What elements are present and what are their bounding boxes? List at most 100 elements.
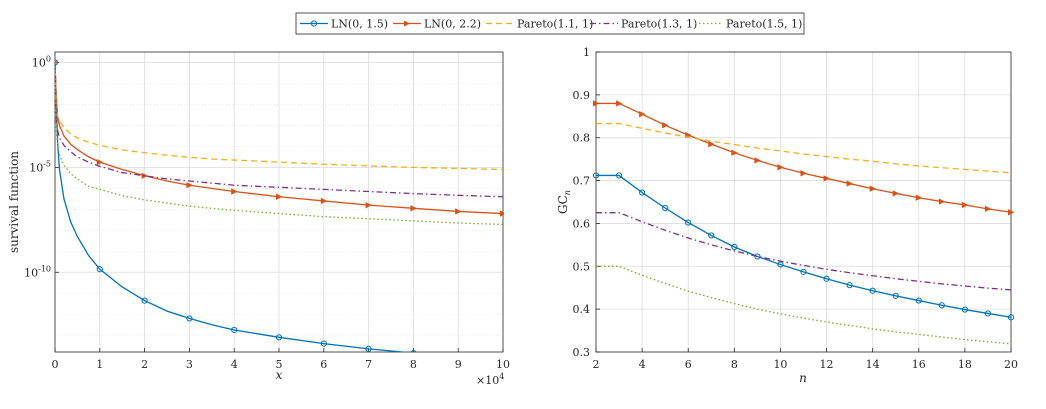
right-point-ln-0-1-5 [823, 275, 830, 282]
right-axes-box [595, 51, 1012, 353]
right-point-ln-0-2-2 [754, 157, 761, 164]
left-x-tick-label: 5 [276, 358, 283, 371]
right-y-tick-label: 0.4 [573, 303, 591, 316]
right-x-ticks: 2 4 6 8 10 12 14 16 18 20 [593, 348, 1018, 371]
left-x-tick-label: 8 [410, 358, 417, 371]
left-y-ticks: 100 10-5 10-10 [24, 54, 59, 279]
right-chart: 2 4 6 8 10 12 14 16 18 20 0.30.40.50.60.70.80.91 … [556, 46, 1018, 385]
right-y-tick-label: 1 [583, 46, 590, 59]
left-point-ln-0-2-2 [320, 197, 328, 205]
right-point-ln-0-1-5 [777, 261, 784, 268]
right-point-ln-0-2-2 [892, 190, 900, 197]
left-point-ln-0-2-2 [231, 188, 238, 195]
right-point-ln-0-2-2 [846, 180, 854, 187]
right-series-ln-0-1-5 [596, 174, 1012, 318]
right-point-ln-0-2-2 [984, 205, 992, 213]
right-x-tick-label: 12 [820, 358, 834, 371]
legend-label-ln-1-5: LN(0, 1.5) [331, 18, 388, 31]
left-y-tick-label: 10-5 [29, 159, 51, 174]
right-point-ln-0-1-5 [961, 306, 968, 313]
right-series-pareto-1-3-1 [596, 212, 1012, 291]
left-y-tick-label: 10-10 [24, 264, 51, 279]
right-point-ln-0-1-5 [892, 292, 899, 299]
right-point-ln-0-2-2 [708, 140, 715, 148]
left-x-tick-label: 2 [141, 358, 148, 371]
right-point-ln-0-2-2 [800, 170, 807, 177]
right-series [592, 100, 1015, 345]
right-point-ln-0-1-5 [1007, 314, 1015, 321]
right-y-tick-label: 0.7 [573, 175, 591, 188]
right-x-tick-label: 2 [593, 358, 600, 371]
left-x-ticks: 0 1 2 3 4 5 6 7 8 9 10 [52, 348, 510, 371]
right-point-ln-0-2-2 [869, 185, 877, 192]
right-series-pareto-1-1-1 [596, 122, 1012, 174]
right-point-ln-0-2-2 [938, 198, 946, 205]
right-y-tick-label: 0.9 [573, 89, 591, 102]
left-point-ln-0-2-2 [276, 193, 283, 200]
right-x-tick-label: 10 [773, 358, 787, 371]
left-grid [55, 52, 503, 352]
right-point-ln-0-1-5 [662, 204, 669, 212]
right-point-ln-0-1-5 [615, 172, 623, 179]
left-x-tick-label: 3 [186, 358, 193, 371]
right-x-axis-label: n [799, 371, 807, 385]
right-point-ln-0-2-2 [823, 175, 830, 182]
left-point-ln-0-1-5 [141, 297, 148, 304]
left-x-multiplier: ×104 [476, 372, 504, 387]
right-x-tick-label: 20 [1004, 358, 1018, 371]
legend-item-pareto-1-5: Pareto(1.5, 1) [695, 18, 802, 31]
right-x-tick-label: 14 [866, 358, 880, 371]
left-x-tick-label: 10 [496, 358, 510, 371]
right-x-tick-label: 8 [731, 358, 738, 371]
right-point-ln-0-1-5 [800, 268, 807, 275]
right-point-ln-0-1-5 [915, 297, 922, 304]
left-series [55, 59, 504, 352]
right-point-ln-0-1-5 [685, 219, 692, 226]
left-point-ln-0-1-5 [186, 315, 193, 322]
legend-marker-ln-2-2 [404, 20, 410, 27]
left-x-tick-label: 7 [365, 358, 372, 371]
right-point-ln-0-1-5 [708, 232, 715, 239]
left-series-pareto-1-3-1 [55, 62, 504, 198]
right-point-ln-0-1-5 [731, 243, 738, 251]
left-x-axis-label: x [276, 368, 283, 382]
legend-item-pareto-1-3: Pareto(1.3, 1) [590, 18, 697, 31]
right-point-ln-0-1-5 [592, 172, 600, 179]
left-series-ln-0-1-5 [55, 62, 410, 352]
right-point-ln-0-1-5 [984, 310, 992, 317]
left-point-ln-0-2-2 [455, 208, 462, 215]
left-point-ln-0-1-5 [320, 340, 327, 347]
left-x-tick-label: 6 [320, 358, 327, 371]
legend-label-ln-2-2: LN(0, 2.2) [424, 18, 481, 31]
left-y-axis-label: survival function [7, 151, 21, 253]
left-y-tick-label: 100 [32, 54, 51, 69]
right-y-tick-label: 0.3 [573, 346, 591, 359]
right-grid [596, 52, 1011, 352]
right-point-ln-0-2-2 [961, 201, 969, 209]
right-x-tick-label: 18 [958, 358, 972, 371]
right-y-ticks: 0.3 0.4 0.5 0.6 0.7 0.8 0.9 1 [573, 46, 600, 359]
left-point-ln-0-1-5 [365, 345, 372, 352]
right-point-ln-0-1-5 [639, 189, 646, 196]
left-point-ln-0-2-2 [141, 172, 148, 179]
left-point-ln-0-1-5 [275, 334, 283, 341]
right-y-tick-label: 0.5 [573, 260, 591, 273]
legend-label-pareto-1-3: Pareto(1.3, 1) [621, 18, 697, 31]
left-point-ln-0-2-2 [186, 182, 193, 189]
right-point-ln-0-2-2 [662, 122, 669, 129]
right-point-ln-0-2-2 [639, 110, 646, 118]
left-x-tick-label: 9 [455, 358, 462, 371]
right-y-tick-label: 0.6 [573, 217, 591, 230]
legend-label-pareto-1-5: Pareto(1.5, 1) [726, 18, 802, 31]
right-x-tick-label: 16 [912, 358, 926, 371]
legend-item-ln-2-2: LN(0, 2.2) [393, 18, 481, 31]
left-point-ln-0-2-2 [55, 60, 59, 65]
left-x-tick-label: 1 [96, 358, 103, 371]
right-point-ln-0-1-5 [846, 282, 853, 289]
left-point-ln-0-1-5 [96, 266, 103, 273]
left-point-ln-0-2-2 [500, 210, 504, 217]
left-point-ln-0-2-2 [96, 158, 104, 166]
left-point-ln-0-2-2 [365, 201, 372, 209]
legend-item-ln-1-5: LN(0, 1.5) [300, 18, 388, 31]
